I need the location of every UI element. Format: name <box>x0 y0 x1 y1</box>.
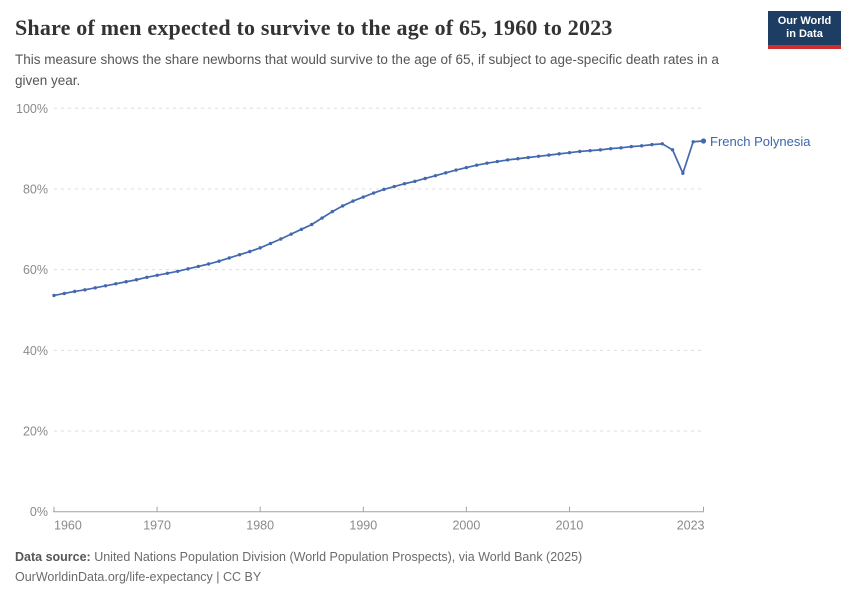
data-point <box>196 264 201 269</box>
license-text[interactable]: OurWorldinData.org/life-expectancy | CC … <box>15 570 262 584</box>
data-point <box>361 195 365 199</box>
data-point <box>413 179 417 184</box>
data-point <box>165 271 170 275</box>
owid-logo-line1: Our World <box>777 15 832 27</box>
data-point <box>567 150 572 155</box>
x-axis-tick-label: 1980 <box>246 519 274 533</box>
data-point <box>299 227 304 232</box>
data-point <box>62 291 67 296</box>
data-source-label: Data source: <box>15 550 91 564</box>
y-axis-tick-label: 80% <box>23 182 48 196</box>
data-point <box>433 173 438 178</box>
y-axis-tick-label: 0% <box>30 505 48 519</box>
y-axis-tick-label: 20% <box>23 425 48 439</box>
data-point <box>155 273 159 278</box>
data-point <box>289 232 293 236</box>
y-axis-tick-label: 60% <box>23 263 48 277</box>
x-axis-tick-label: 2023 <box>677 519 705 533</box>
data-point <box>629 144 634 149</box>
data-point <box>371 191 376 195</box>
x-axis-tick-label: 1960 <box>54 519 82 533</box>
data-point <box>691 140 695 144</box>
data-point <box>83 288 87 292</box>
x-axis-tick-label: 2010 <box>556 519 584 533</box>
data-point <box>619 146 623 150</box>
data-point <box>330 209 335 214</box>
data-point <box>495 159 500 164</box>
data-source-line: Data source: United Nations Population D… <box>15 547 835 567</box>
data-point <box>423 176 427 181</box>
y-axis-tick-label: 100% <box>16 102 48 116</box>
data-point <box>124 280 128 284</box>
y-axis-tick-label: 40% <box>23 344 48 358</box>
data-point <box>609 146 613 151</box>
series-end-marker <box>700 138 707 144</box>
data-point <box>485 161 489 165</box>
owid-logo[interactable]: Our World in Data <box>768 11 841 49</box>
chart-footer: Data source: United Nations Population D… <box>15 547 835 587</box>
x-axis-tick-label: 2000 <box>452 519 480 533</box>
data-point <box>72 289 77 294</box>
data-point <box>670 148 675 152</box>
data-point <box>588 148 592 153</box>
data-point <box>176 269 180 273</box>
data-point <box>392 184 396 189</box>
data-point <box>536 154 541 159</box>
data-point <box>93 286 97 290</box>
chart-title: Share of men expected to survive to the … <box>15 15 613 40</box>
x-axis-tick-label: 1970 <box>143 519 171 533</box>
data-source-text: United Nations Population Division (Worl… <box>90 550 583 564</box>
series-label-french-polynesia[interactable]: French Polynesia <box>710 134 811 149</box>
data-point <box>206 262 211 266</box>
owid-logo-line2: in Data <box>786 28 823 41</box>
data-point <box>505 158 510 162</box>
data-point <box>464 165 469 170</box>
series-line-french-polynesia[interactable] <box>53 140 705 297</box>
data-point <box>474 163 479 167</box>
data-point <box>248 249 252 254</box>
data-point <box>217 259 221 263</box>
data-point <box>454 168 458 172</box>
data-point <box>578 149 582 154</box>
data-point <box>227 256 231 260</box>
data-point <box>237 253 242 257</box>
data-point <box>268 241 273 246</box>
data-point <box>547 153 551 157</box>
data-point <box>52 293 56 298</box>
data-point <box>351 199 355 203</box>
chart-subtitle: This measure shows the share newborns th… <box>15 52 719 88</box>
data-point <box>557 152 561 156</box>
data-point <box>186 267 190 271</box>
data-point <box>598 148 603 152</box>
data-point <box>526 155 530 160</box>
data-point <box>279 237 283 241</box>
data-point <box>660 142 664 146</box>
data-point <box>145 275 149 280</box>
data-point <box>103 284 108 288</box>
data-point <box>650 142 654 147</box>
data-point <box>258 246 262 250</box>
data-point <box>639 144 644 148</box>
data-point <box>340 204 345 208</box>
data-point <box>134 278 139 282</box>
data-point <box>516 157 520 161</box>
data-point <box>310 222 314 227</box>
data-point <box>681 171 685 175</box>
line-chart-plot-area[interactable]: 0% 20% 40% 60% 80% 100% 1960 1970 1980 1990 2000 20… <box>0 0 850 545</box>
data-point <box>402 182 407 186</box>
data-point <box>114 282 118 286</box>
data-point <box>382 187 386 192</box>
data-point <box>444 171 448 175</box>
data-point <box>320 216 324 220</box>
x-axis-tick-label: 1990 <box>349 519 377 533</box>
